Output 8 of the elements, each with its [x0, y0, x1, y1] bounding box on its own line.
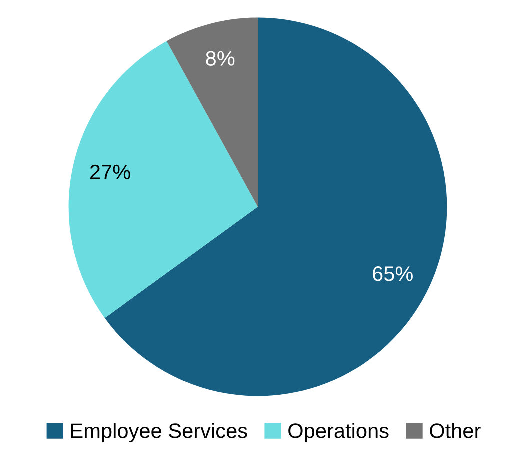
legend-label: Employee Services	[71, 423, 248, 442]
pie-slice	[68, 41, 258, 318]
legend-label: Operations	[288, 423, 389, 442]
data-label: 27%	[90, 164, 130, 180]
pie-slice	[166, 18, 258, 207]
data-label: 8%	[206, 51, 235, 66]
data-label: 65%	[373, 266, 413, 282]
legend-label: Other	[430, 423, 481, 438]
